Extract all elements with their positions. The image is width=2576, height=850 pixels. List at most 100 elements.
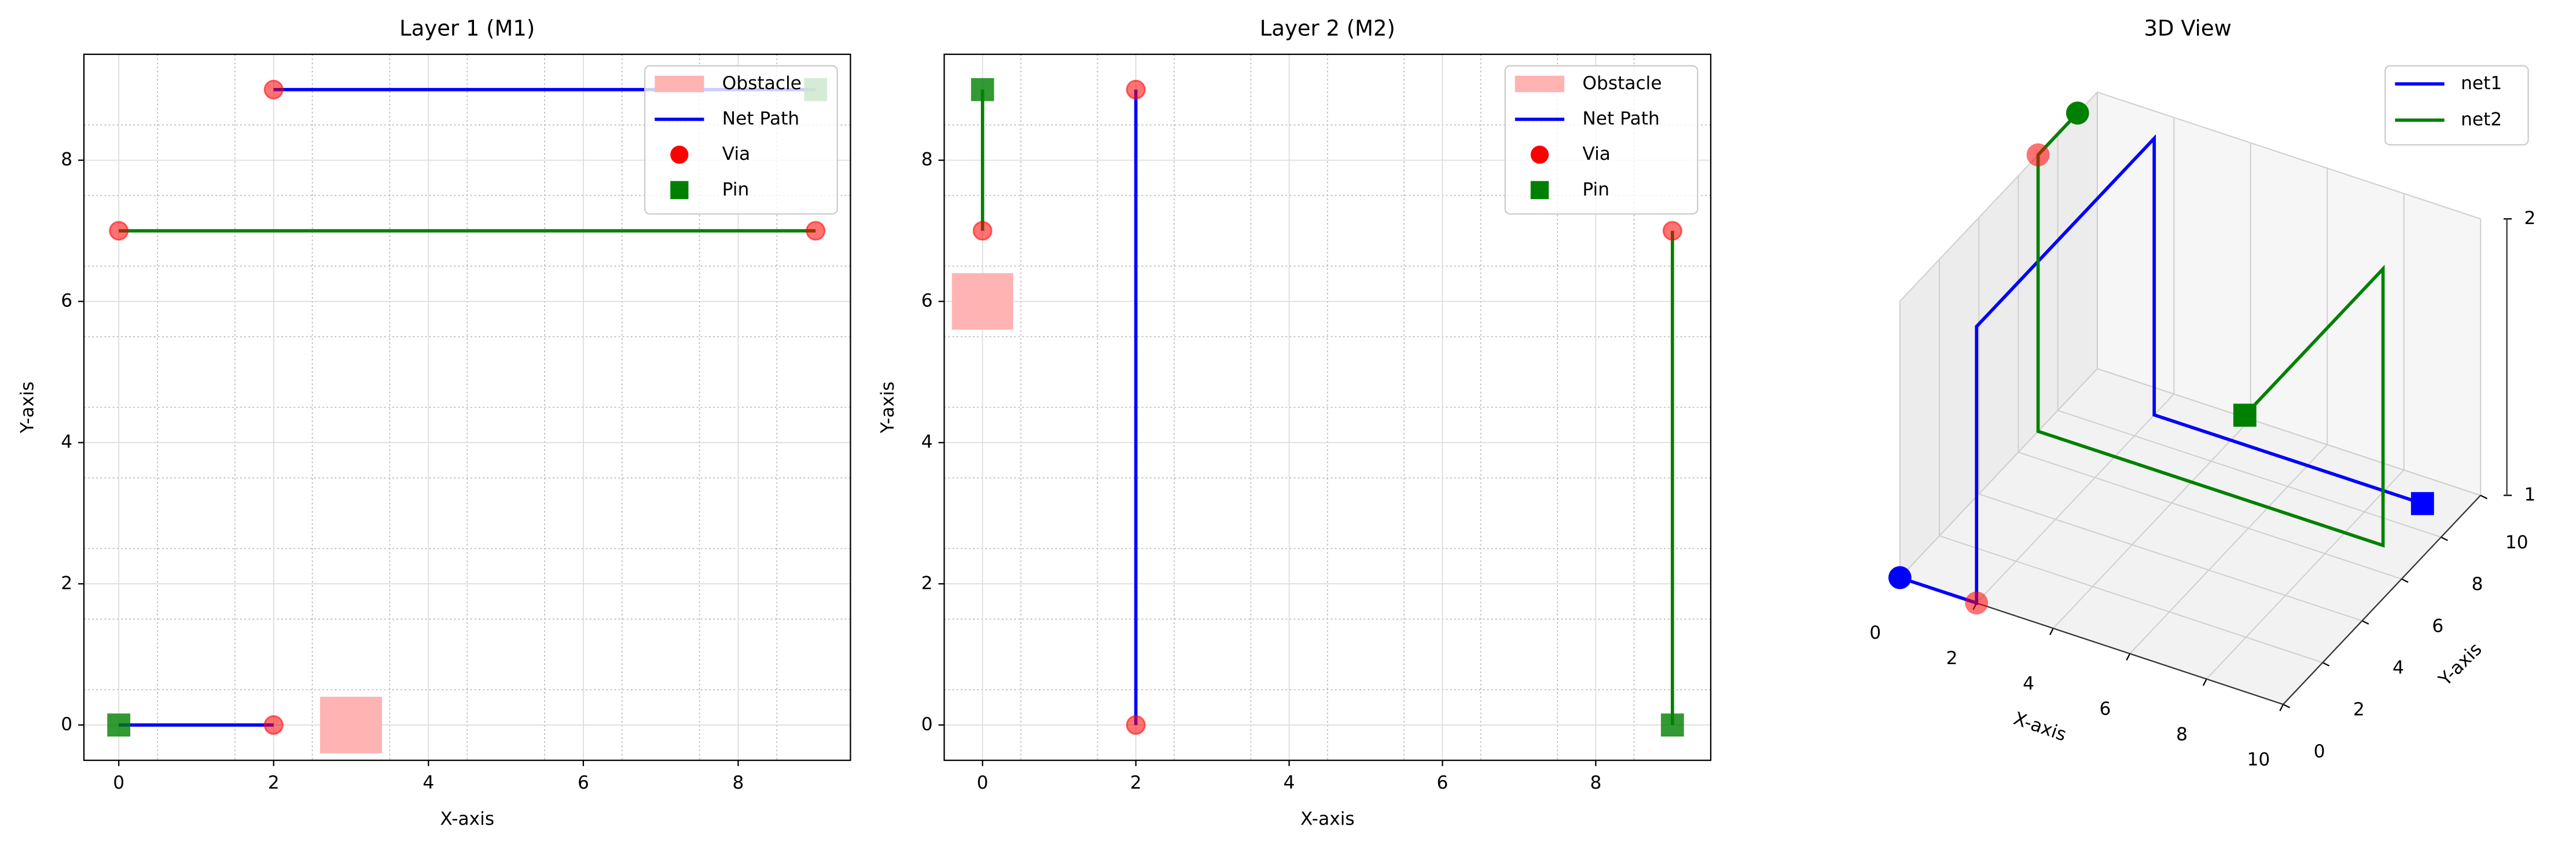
x-tick-label: 10	[2247, 749, 2270, 770]
legend-label: Pin	[722, 179, 749, 200]
legend-label: net2	[2461, 109, 2502, 130]
x-tick-label: 8	[1590, 772, 1601, 793]
legend-label: Net Path	[722, 108, 799, 129]
y-tick-label: 2	[2353, 699, 2365, 720]
end-marker	[2233, 404, 2257, 427]
chart-title: 3D View	[2144, 16, 2232, 41]
grid-line	[1939, 535, 2323, 664]
y-tick-label: 2	[921, 573, 933, 593]
y-tick	[2283, 704, 2290, 709]
legend-label: net1	[2461, 73, 2502, 94]
legend-label: Obstacle	[722, 73, 802, 94]
x-tick-label: 2	[1130, 772, 1142, 793]
legend-swatch	[1515, 75, 1564, 93]
y-tick	[2361, 620, 2369, 625]
via	[1126, 79, 1146, 100]
x-tick-label: 4	[422, 772, 434, 793]
legend-swatch	[1530, 145, 1549, 164]
legend-label: Net Path	[1582, 108, 1659, 129]
y-tick	[2401, 578, 2409, 583]
x-tick	[2279, 704, 2284, 712]
legend-label: Pin	[1582, 179, 1609, 200]
via	[1662, 221, 1682, 241]
x-tick-label: 2	[1946, 648, 1958, 669]
x-tick-label: 6	[578, 772, 589, 793]
via	[2026, 143, 2050, 167]
via	[972, 221, 993, 241]
x-tick-label: 4	[1284, 772, 1295, 793]
y-tick-label: 2	[61, 573, 72, 593]
axis-line	[2283, 494, 2481, 705]
legend-label: Obstacle	[1582, 73, 1662, 94]
legend-box	[2384, 65, 2529, 146]
x-tick-label: 2	[268, 772, 280, 793]
via	[806, 221, 826, 241]
x-tick	[2126, 653, 2131, 661]
legend-box	[644, 65, 838, 215]
via	[1965, 591, 1989, 615]
y-tick-label: 6	[921, 291, 933, 312]
legend-swatch	[1530, 181, 1549, 199]
z-tick-label: 1	[2524, 485, 2535, 505]
x-tick	[2202, 679, 2207, 686]
grid-line	[2206, 470, 2405, 680]
y-tick-label: 8	[921, 149, 933, 170]
legend-swatch	[655, 75, 704, 93]
x-axis-label: X-axis	[1300, 808, 1355, 829]
x-tick-label: 6	[2100, 699, 2111, 720]
y-tick-label: 4	[2393, 658, 2404, 679]
via	[1126, 715, 1146, 735]
legend-box	[1504, 65, 1699, 215]
y-tick-label: 8	[61, 149, 72, 170]
grid-line	[2057, 409, 2442, 538]
x-tick	[2049, 628, 2054, 636]
y-tick-label: 4	[61, 431, 72, 452]
y-tick-label: 8	[2471, 574, 2483, 595]
y-axis-label: Y-axis	[877, 382, 898, 434]
plot-frame	[83, 53, 851, 761]
legend-label: Via	[1582, 144, 1611, 164]
legend-swatch	[670, 145, 689, 164]
legend-label: Via	[722, 144, 751, 164]
y-tick-label: 6	[61, 291, 72, 312]
grid-line	[1899, 368, 2098, 578]
via	[109, 221, 129, 241]
pin	[971, 78, 994, 101]
x-tick-label: 8	[2176, 724, 2188, 745]
y-axis-label: Y-axis	[17, 382, 38, 434]
start-marker	[2066, 101, 2089, 125]
pin	[1660, 713, 1684, 737]
chart-title: Layer 2 (M2)	[1260, 16, 1395, 41]
grid-line	[2097, 368, 2481, 496]
x-tick-label: 0	[1869, 622, 1881, 643]
x-tick-label: 8	[733, 772, 744, 793]
start-marker	[1888, 566, 1912, 589]
obstacle	[951, 273, 1013, 330]
x-tick-label: 4	[2023, 673, 2034, 694]
via	[263, 715, 284, 735]
y-tick-label: 0	[2314, 741, 2325, 762]
grid-line	[2052, 419, 2251, 629]
z-tick-label: 2	[2524, 208, 2535, 229]
y-tick-label: 10	[2505, 532, 2529, 553]
grid-line	[1976, 393, 2175, 604]
via	[263, 79, 284, 100]
y-tick-label: 0	[921, 714, 933, 735]
net-path	[980, 89, 1674, 726]
end-marker	[2410, 492, 2434, 515]
legend-swatch	[670, 181, 689, 199]
obstacle	[320, 697, 383, 753]
x-tick-label: 0	[977, 772, 988, 793]
y-tick	[2322, 662, 2330, 666]
pin	[107, 713, 131, 737]
y-tick	[2441, 536, 2448, 541]
grid-line	[2018, 452, 2402, 580]
chart-title: Layer 1 (M1)	[399, 16, 535, 41]
y-tick-label: 6	[2432, 615, 2443, 636]
x-tick-label: 0	[113, 772, 124, 793]
y-tick-label: 0	[61, 714, 72, 735]
grid-line	[2097, 91, 2481, 219]
grid-line	[1978, 493, 2362, 622]
